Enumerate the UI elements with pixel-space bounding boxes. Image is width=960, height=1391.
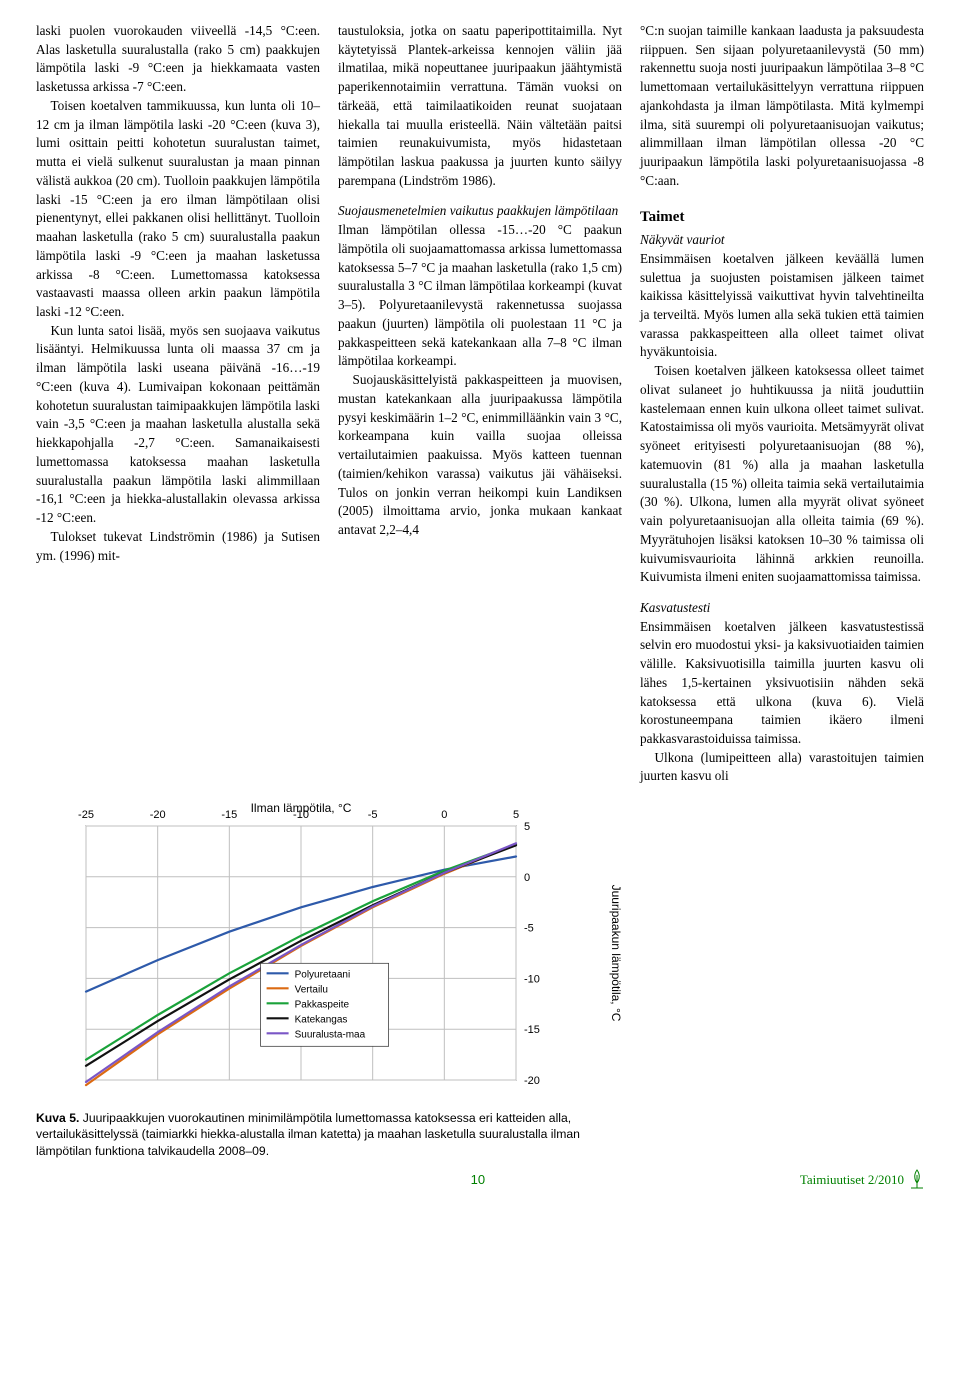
svg-text:5: 5 (513, 809, 519, 821)
paragraph: Ulkona (lumipeitteen alla) varastoitujen… (640, 749, 924, 786)
paragraph: Tulokset tukevat Lindströmin (1986) ja S… (36, 528, 320, 565)
leaf-logo-icon (910, 1169, 924, 1189)
svg-text:-25: -25 (78, 809, 94, 821)
svg-text:-15: -15 (524, 1024, 540, 1036)
svg-text:-10: -10 (524, 974, 540, 986)
svg-text:Polyuretaani: Polyuretaani (295, 970, 351, 981)
svg-text:0: 0 (524, 872, 530, 884)
paragraph: Kun lunta satoi lisää, myös sen suojaava… (36, 322, 320, 528)
column-2: taustuloksia, jotka on saatu paperipotti… (338, 22, 622, 786)
page-footer: 10 Taimiuutiset 2/2010 (36, 1169, 924, 1189)
svg-text:Juuripaakun lämpötila, °C: Juuripaakun lämpötila, °C (609, 885, 623, 1022)
svg-text:Vertailu: Vertailu (295, 985, 328, 996)
subheading-kasvatustesti: Kasvatustesti (640, 599, 924, 618)
paragraph: Ensimmäisen koetalven jälkeen keväällä l… (640, 250, 924, 362)
paragraph: Toisen koetalven jälkeen katoksessa olle… (640, 362, 924, 587)
text-columns: laski puolen vuorokauden viiveellä -14,5… (36, 22, 924, 786)
figure-5: -25-20-15-10-50550-5-10-15-20Ilman lämpö… (36, 798, 626, 1159)
svg-text:-20: -20 (150, 809, 166, 821)
svg-text:-5: -5 (368, 809, 378, 821)
caption-text: Juuripaakkujen vuorokautinen minimilämpö… (36, 1111, 580, 1158)
issue-label: Taimiuutiset 2/2010 (800, 1171, 904, 1189)
paragraph: taustuloksia, jotka on saatu paperipotti… (338, 22, 622, 191)
svg-text:Katekangas: Katekangas (295, 1015, 348, 1026)
column-3: °C:n suojan taimille kankaan laadusta ja… (640, 22, 924, 786)
column-1: laski puolen vuorokauden viiveellä -14,5… (36, 22, 320, 786)
paragraph: laski puolen vuorokauden viiveellä -14,5… (36, 22, 320, 97)
svg-text:Pakkaspeite: Pakkaspeite (295, 1000, 350, 1011)
paragraph: Toisen koetalven tammikuussa, kun lunta … (36, 97, 320, 322)
subheading-italic: Suojausmenetelmien vaikutus paakkujen lä… (338, 202, 622, 221)
subheading-nakyvat: Näkyvät vauriot (640, 231, 924, 250)
svg-text:5: 5 (524, 821, 530, 833)
svg-text:-15: -15 (221, 809, 237, 821)
svg-text:-5: -5 (524, 923, 534, 935)
heading-taimet: Taimet (640, 207, 924, 228)
paragraph: Ilman lämpötilan ollessa -15…-20 °C paak… (338, 221, 622, 371)
line-chart: -25-20-15-10-50550-5-10-15-20Ilman lämpö… (36, 798, 626, 1098)
svg-text:Suuralusta-maa: Suuralusta-maa (295, 1030, 366, 1041)
paragraph: °C:n suojan taimille kankaan laadusta ja… (640, 22, 924, 191)
caption-lead: Kuva 5. (36, 1111, 79, 1125)
svg-text:Ilman lämpötila, °C: Ilman lämpötila, °C (251, 801, 352, 815)
svg-text:-20: -20 (524, 1075, 540, 1087)
paragraph: Suojauskäsittelyistä pakkaspeitteen ja m… (338, 371, 622, 540)
svg-text:0: 0 (441, 809, 447, 821)
page-number: 10 (471, 1171, 485, 1189)
figure-caption: Kuva 5. Juuripaakkujen vuorokautinen min… (36, 1110, 626, 1159)
paragraph: Ensimmäisen koetalven jälkeen kasvatuste… (640, 618, 924, 749)
